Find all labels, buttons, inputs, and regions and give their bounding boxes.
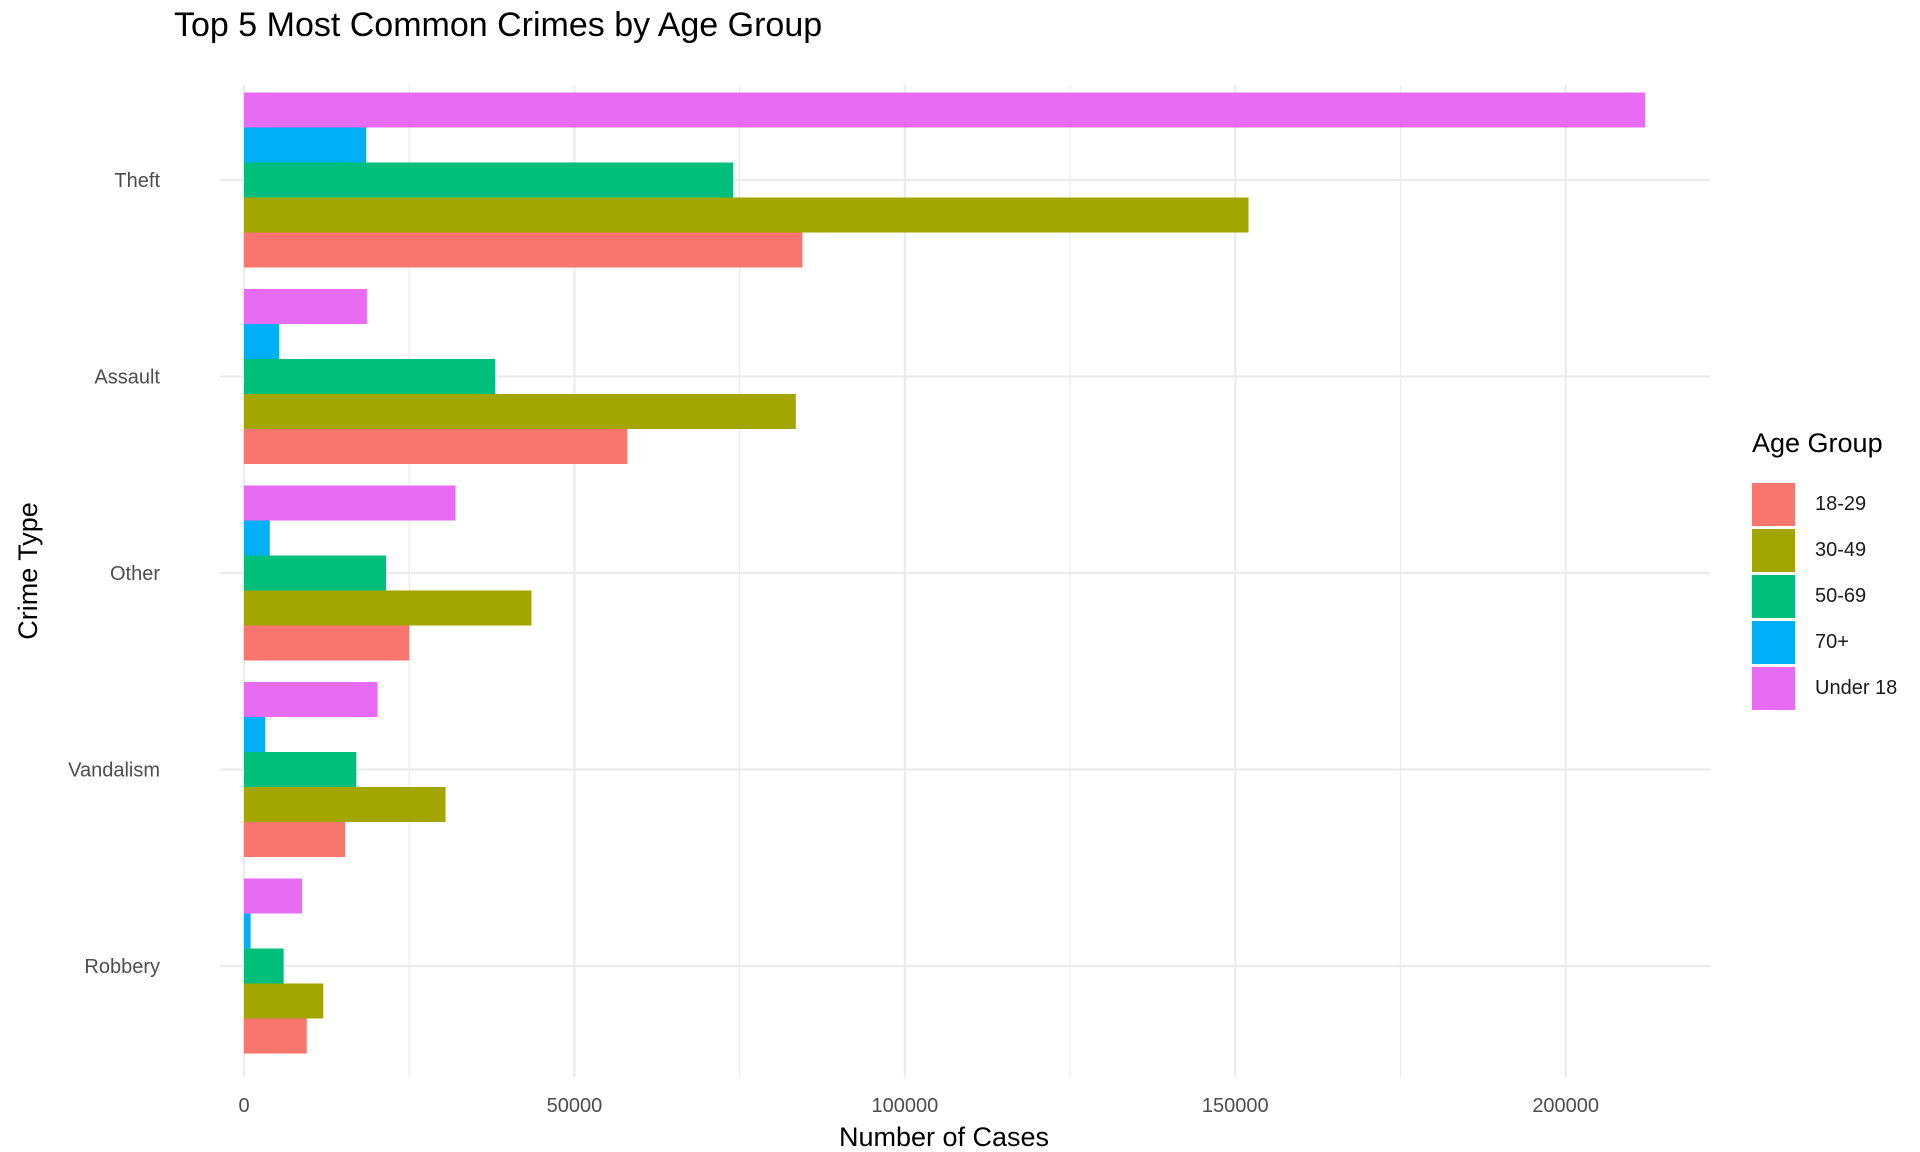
bar-theft-18-29 xyxy=(244,232,803,268)
y-tick-labels: Theft Assault Other Vandalism Robbery xyxy=(68,170,160,978)
legend-key xyxy=(1752,574,1795,618)
bar-robbery-70+ xyxy=(244,913,251,949)
x-tick-label: 50000 xyxy=(547,1095,603,1117)
legend-label: Under 18 xyxy=(1815,676,1898,699)
legend-key xyxy=(1752,620,1795,664)
bar-other-50-69 xyxy=(244,555,387,591)
x-tick-label: 100000 xyxy=(871,1095,938,1117)
bar-assault-50-69 xyxy=(244,359,496,394)
legend-item: 30-49 xyxy=(1752,527,1897,573)
bar-vandalism-50-69 xyxy=(244,752,357,787)
bar-robbery-under-18 xyxy=(244,878,303,914)
y-tick-label: Vandalism xyxy=(68,760,160,782)
legend-key xyxy=(1752,482,1795,526)
bar-vandalism-18-29 xyxy=(244,822,346,857)
bar-assault-under-18 xyxy=(244,289,367,324)
legend-label: 30-49 xyxy=(1815,538,1867,561)
bar-vandalism-30-49 xyxy=(244,787,446,822)
bar-robbery-30-49 xyxy=(244,983,324,1019)
legend-items: 18-29 30-49 50-69 70+ Under 18 xyxy=(1752,481,1897,711)
y-tick-label: Other xyxy=(110,563,160,585)
legend-item: 70+ xyxy=(1752,619,1897,665)
bar-assault-18-29 xyxy=(244,429,628,464)
bar-other-under-18 xyxy=(244,485,456,521)
legend-label: 50-69 xyxy=(1815,584,1867,607)
bar-assault-30-49 xyxy=(244,394,796,429)
bar-robbery-50-69 xyxy=(244,948,284,984)
bar-theft-50-69 xyxy=(244,162,734,198)
legend-item: Under 18 xyxy=(1752,665,1897,711)
bar-theft-70+ xyxy=(244,127,367,163)
bar-other-70+ xyxy=(244,520,270,556)
legend-label: 18-29 xyxy=(1815,492,1867,515)
x-axis-title: Number of Cases xyxy=(839,1122,1049,1152)
y-tick-label: Theft xyxy=(114,170,160,192)
plot-area: 0 50000 100000 150000 200000 Theft Assault Oth… xyxy=(13,85,1710,1152)
legend: Age Group 18-29 30-49 50-69 70+ Under 18 xyxy=(1752,428,1897,711)
y-axis-title: Crime Type xyxy=(13,502,43,640)
x-tick-labels: 0 50000 100000 150000 200000 xyxy=(238,1095,1599,1117)
bar-theft-under-18 xyxy=(244,92,1645,128)
bar-vandalism-under-18 xyxy=(244,682,378,717)
legend-item: 50-69 xyxy=(1752,573,1897,619)
x-tick-label: 150000 xyxy=(1202,1095,1269,1117)
bar-other-30-49 xyxy=(244,590,532,626)
chart-title: Top 5 Most Common Crimes by Age Group xyxy=(174,6,823,44)
bar-theft-30-49 xyxy=(244,197,1249,233)
legend-label: 70+ xyxy=(1815,630,1849,653)
legend-key xyxy=(1752,528,1795,572)
legend-title: Age Group xyxy=(1752,428,1883,458)
y-tick-label: Assault xyxy=(94,367,160,389)
y-tick-label: Robbery xyxy=(84,956,160,978)
x-tick-label: 0 xyxy=(238,1095,249,1117)
x-tick-label: 200000 xyxy=(1532,1095,1599,1117)
bar-other-18-29 xyxy=(244,625,410,661)
bar-assault-70+ xyxy=(244,324,280,359)
bars xyxy=(244,92,1645,1054)
legend-key xyxy=(1752,666,1795,710)
bar-robbery-18-29 xyxy=(244,1018,307,1054)
legend-item: 18-29 xyxy=(1752,481,1897,527)
bar-vandalism-70+ xyxy=(244,717,266,752)
